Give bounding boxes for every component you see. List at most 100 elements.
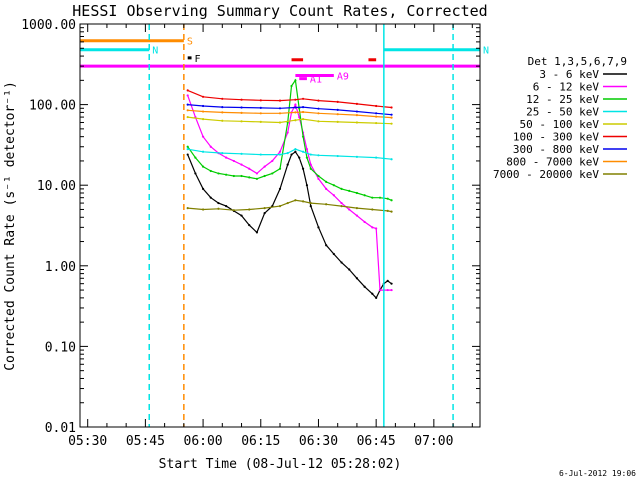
data-point	[309, 205, 312, 208]
data-point	[248, 208, 251, 211]
data-point	[271, 159, 274, 163]
legend-label: 800 - 7000 keV	[506, 156, 599, 169]
data-point	[386, 209, 389, 212]
data-point	[201, 150, 205, 153]
data-point	[278, 205, 282, 208]
data-point	[301, 118, 305, 121]
data-point	[317, 174, 320, 178]
flag-label: S	[187, 37, 193, 48]
data-point	[340, 187, 343, 190]
legend-label: 100 - 300 keV	[513, 131, 599, 144]
data-point	[286, 163, 289, 166]
data-point	[240, 163, 243, 166]
legend-label: 6 - 12 keV	[533, 81, 600, 94]
data-point	[217, 172, 220, 175]
data-point	[240, 120, 243, 123]
data-point	[255, 231, 259, 234]
data-point	[290, 84, 293, 88]
data-point	[294, 98, 297, 101]
data-point	[240, 106, 243, 109]
data-point	[317, 107, 320, 110]
series-line	[187, 199, 392, 213]
legend-label: 50 - 100 keV	[520, 118, 600, 131]
data-point	[317, 177, 320, 180]
data-point	[201, 95, 205, 98]
data-point	[390, 282, 393, 285]
data-point	[221, 106, 224, 109]
data-point	[294, 106, 297, 109]
data-point	[390, 113, 393, 116]
data-point	[186, 153, 189, 156]
data-point	[221, 152, 224, 155]
legend-label: 12 - 25 keV	[526, 93, 599, 106]
x-tick-label: 06:15	[241, 434, 280, 449]
data-point	[390, 122, 393, 125]
y-tick-label: 1000.00	[21, 18, 76, 33]
data-point	[240, 98, 243, 101]
data-point	[186, 89, 189, 92]
data-point	[278, 121, 282, 124]
data-point	[248, 167, 251, 170]
data-point	[378, 288, 382, 292]
data-point	[201, 165, 205, 168]
data-point	[290, 153, 293, 156]
data-point	[301, 106, 305, 109]
series-layer	[186, 78, 393, 299]
data-point	[371, 208, 374, 211]
data-point	[217, 201, 220, 205]
data-point	[294, 148, 297, 151]
data-point	[255, 172, 259, 175]
data-point	[259, 120, 262, 124]
data-point	[348, 268, 351, 271]
data-point	[375, 104, 378, 108]
data-point	[201, 208, 205, 211]
date-stamp: 6-Jul-2012 19:06	[559, 469, 636, 478]
data-point	[355, 214, 359, 217]
data-point	[317, 226, 320, 229]
data-point	[225, 205, 228, 208]
flag-label: A9	[337, 71, 349, 82]
data-point	[325, 187, 328, 190]
data-point	[186, 145, 189, 148]
data-point	[201, 118, 205, 121]
data-point	[201, 110, 205, 113]
legend-label: 300 - 800 keV	[513, 143, 599, 156]
data-point	[390, 288, 393, 292]
data-point	[340, 201, 343, 205]
data-point	[286, 131, 289, 134]
data-point	[386, 279, 389, 282]
data-point	[240, 152, 243, 155]
data-point	[301, 167, 305, 170]
data-point	[355, 277, 359, 280]
data-point	[263, 206, 266, 210]
data-point	[375, 156, 378, 159]
data-point	[194, 172, 197, 175]
data-point	[286, 152, 289, 155]
data-point	[255, 177, 259, 180]
x-axis-label: Start Time (08-Jul-12 05:28:02)	[159, 457, 402, 472]
data-point	[317, 154, 320, 157]
data-point	[305, 148, 309, 151]
data-point	[278, 107, 282, 110]
series-line	[187, 95, 392, 291]
data-point	[375, 115, 378, 118]
data-point	[286, 201, 289, 205]
data-point	[294, 199, 297, 202]
data-point	[348, 208, 351, 211]
data-point	[201, 187, 205, 190]
x-tick-label: 05:45	[126, 434, 165, 449]
data-point	[355, 110, 359, 113]
legend-label: 3 - 6 keV	[539, 68, 599, 81]
axis-layer: 05:30 05:45 06:00 06:15 06:30 06:45 07:00 0.01 0…	[21, 18, 480, 449]
data-point	[305, 156, 309, 159]
data-point	[186, 148, 189, 151]
y-tick-label: 0.10	[45, 340, 76, 355]
data-point	[278, 99, 282, 102]
marker-layer	[148, 24, 454, 427]
data-point	[371, 226, 374, 229]
data-point	[240, 111, 243, 114]
data-point	[263, 165, 266, 168]
data-point	[298, 156, 301, 159]
data-point	[294, 119, 297, 122]
